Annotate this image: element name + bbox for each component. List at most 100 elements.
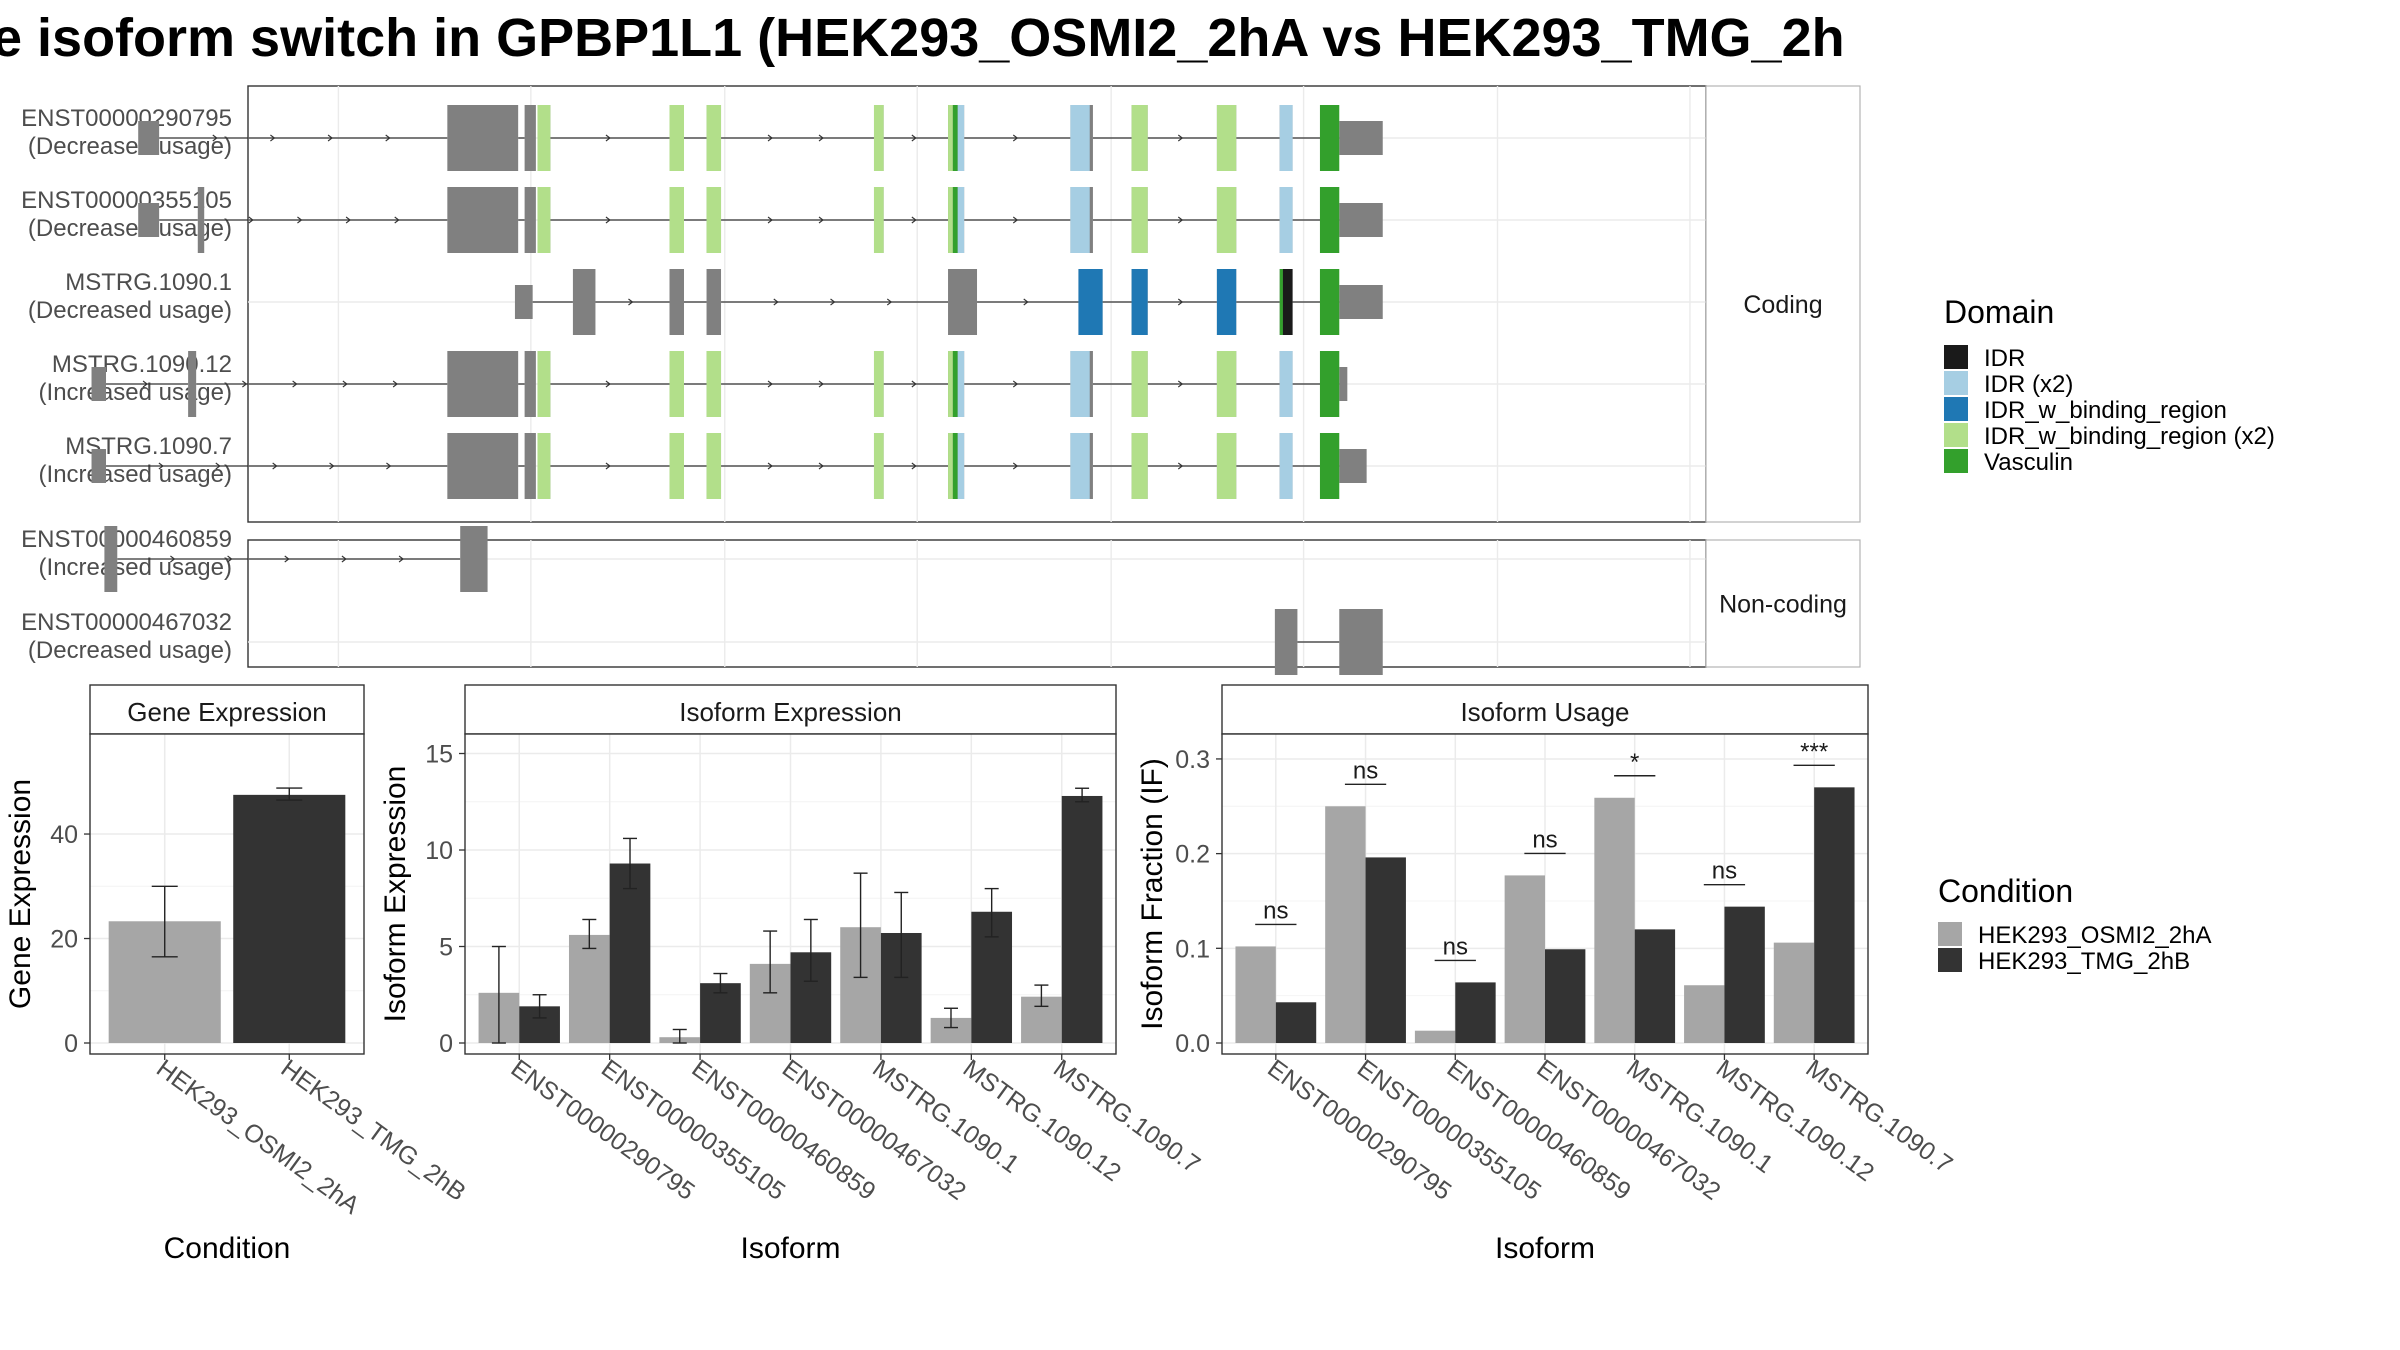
transcript-usage-label: (Increased usage): [39, 379, 232, 406]
significance-label: ***: [1800, 738, 1828, 765]
exon: [706, 269, 722, 335]
transcript-usage-label: (Decreased usage): [28, 637, 232, 664]
legend-label: IDR: [1984, 345, 2025, 372]
facet-strip-label: Non-coding: [1719, 591, 1847, 619]
domain-block: [1131, 105, 1148, 171]
intron-arrow: [767, 216, 773, 224]
exon: [197, 187, 205, 253]
legend-swatch: [1938, 922, 1962, 946]
intron-arrow: [818, 216, 824, 224]
domain-block: [873, 187, 884, 253]
intron-arrow: [215, 462, 221, 470]
intron-arrow: [386, 462, 392, 470]
y-tick-label: 20: [50, 926, 78, 954]
domain-block: [1319, 187, 1340, 253]
intron-arrow: [1012, 134, 1019, 142]
x-tick-label: MSTRG.1090.12: [1711, 1054, 1879, 1187]
domain-block: [537, 187, 551, 253]
y-tick-label: 15: [425, 741, 453, 769]
legend-swatch: [1944, 397, 1968, 421]
transcript-usage-label: (Decreased usage): [28, 297, 232, 324]
y-tick-label: 10: [425, 837, 453, 865]
bar: [1814, 787, 1855, 1043]
domain-block: [1131, 351, 1148, 417]
bar: [1414, 1030, 1456, 1043]
legend-swatch: [1938, 948, 1962, 972]
facet-strip-box: [89, 684, 365, 735]
exon: [138, 203, 160, 237]
domain-block: [537, 105, 551, 171]
panel-title: Gene Expression: [127, 697, 326, 727]
transcript-id-label: ENST00000290795: [21, 105, 232, 132]
intron-arrow: [1177, 134, 1184, 142]
domain-block: [1216, 433, 1237, 499]
intron-arrow: [1023, 298, 1029, 306]
intron-arrow: [341, 555, 347, 563]
domain-block: [1319, 105, 1340, 171]
intron-arrow: [1012, 216, 1019, 224]
legend-label: IDR_w_binding_region: [1984, 397, 2227, 424]
intron-arrow: [1177, 380, 1184, 388]
domain-block: [1279, 187, 1293, 253]
y-axis-title: Isoform Fraction (IF): [1136, 758, 1169, 1030]
bar: [1365, 857, 1406, 1043]
transcript-usage-label: (Increased usage): [39, 461, 232, 488]
bar: [1061, 795, 1103, 1043]
domain-block: [952, 433, 958, 499]
transcript-id-label: MSTRG.1090.12: [52, 351, 232, 378]
exon: [138, 121, 160, 155]
exon: [104, 526, 118, 592]
domain-block: [1131, 187, 1148, 253]
exon: [1339, 367, 1348, 401]
intron-arrow: [767, 462, 773, 470]
intron-arrow: [767, 134, 773, 142]
intron-arrow: [270, 134, 276, 142]
bar: [568, 934, 610, 1043]
intron-arrow: [830, 298, 836, 306]
domain-block: [948, 351, 953, 417]
legend-label: Vasculin: [1984, 449, 2073, 476]
legend-title-domain: Domain: [1944, 294, 2054, 330]
exon: [460, 526, 488, 592]
y-tick-label: 0.0: [1175, 1030, 1210, 1058]
legend-label: HEK293_TMG_2hB: [1978, 948, 2190, 975]
exon: [1339, 121, 1383, 155]
domain-block: [1131, 269, 1148, 335]
bar: [1325, 806, 1366, 1043]
exon: [524, 351, 536, 417]
strip-box: [1705, 85, 1861, 523]
intron-arrow: [605, 134, 611, 142]
panel-title: Isoform Usage: [1460, 697, 1629, 727]
y-tick-label: 5: [439, 934, 453, 962]
x-tick-label: HEK293_OSMI2_2hA: [151, 1054, 364, 1220]
bar: [1684, 985, 1725, 1043]
legend-swatch: [1944, 345, 1968, 369]
domain-block: [957, 187, 965, 253]
domain-block: [1216, 269, 1237, 335]
domain-block: [669, 187, 684, 253]
domain-block: [706, 105, 722, 171]
intron-arrow: [605, 380, 611, 388]
structure-facet-box: [247, 539, 1707, 668]
domain-block: [1078, 269, 1103, 335]
transcript-id-label: ENST00000460859: [21, 526, 232, 553]
intron-arrow: [329, 462, 335, 470]
bar: [1724, 906, 1765, 1043]
x-axis-title: Isoform: [1495, 1232, 1595, 1265]
bar: [1773, 942, 1815, 1043]
legend-title-condition: Condition: [1938, 873, 2073, 909]
domain-block: [948, 105, 953, 171]
domain-block: [669, 105, 684, 171]
expression-panels: Gene Expression02040HEK293_OSMI2_2hAHEK2…: [4, 684, 1958, 1265]
y-tick-label: 0: [439, 1030, 453, 1058]
intron-arrow: [345, 216, 352, 224]
domain-block: [1319, 269, 1340, 335]
exon: [447, 351, 519, 417]
exon: [948, 269, 978, 335]
intron-arrow: [1177, 462, 1184, 470]
intron-arrow: [142, 380, 148, 388]
bar: [1235, 946, 1276, 1043]
intron-arrow: [605, 216, 611, 224]
